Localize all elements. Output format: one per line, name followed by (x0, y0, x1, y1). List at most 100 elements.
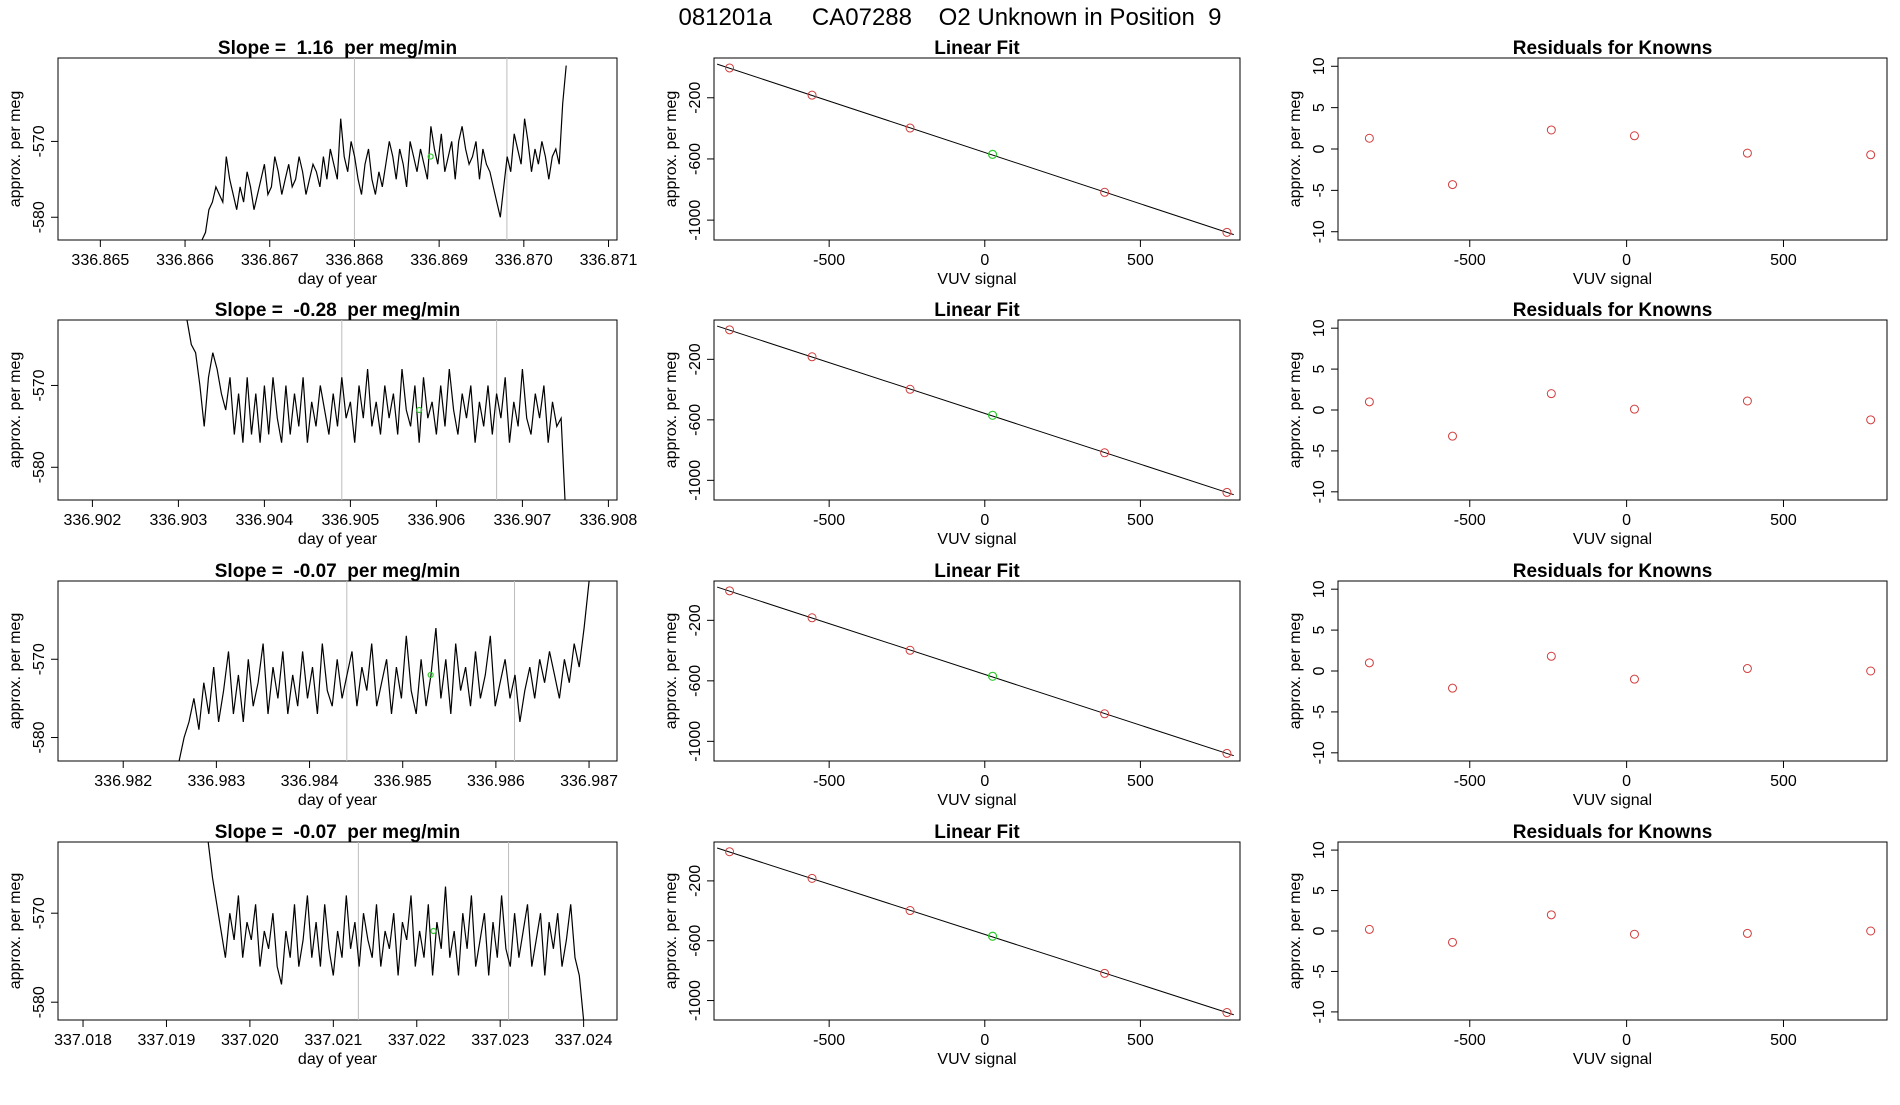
panel-timeseries-row-3: Slope = -0.07 per meg/min 336.982 336.983 3… (7, 561, 618, 809)
x-tick-label: 500 (1770, 773, 1797, 790)
x-tick-label: 336.870 (495, 252, 553, 269)
x-tick-label: 336.904 (235, 512, 293, 529)
known-point (725, 325, 735, 335)
y-tick-label: -200 (687, 343, 704, 375)
y-tick-label: 0 (1311, 666, 1328, 675)
plot-area (716, 63, 1234, 237)
plot-frame (57, 580, 618, 762)
x-axis-label: VUV signal (937, 531, 1016, 548)
y-tick-label: 10 (1311, 580, 1328, 598)
plot-area (1364, 389, 1876, 441)
fit-line (716, 847, 1234, 1016)
residual-point (1364, 133, 1374, 143)
x-tick-label: 336.867 (241, 252, 299, 269)
y-tick-label: -1000 (687, 980, 704, 1021)
y-tick-label: 0 (1311, 405, 1328, 414)
x-tick-label: -500 (1454, 252, 1486, 269)
y-tick-label: -580 (31, 451, 48, 483)
x-tick-label: 336.866 (156, 252, 214, 269)
y-tick-label: -5 (1311, 183, 1328, 197)
residual-point (1364, 658, 1374, 668)
x-axis-label: day of year (298, 531, 378, 548)
panel-timeseries-row-4: Slope = -0.07 per meg/min 337.018 337.019 3… (7, 822, 618, 1068)
x-tick-label: -500 (813, 1032, 845, 1049)
y-tick-label: -570 (31, 897, 48, 929)
y-tick-label: -10 (1311, 220, 1328, 243)
panel-linear_fit-row-3: Linear Fit -500 0 500 -200 -600 -1000 VUV signa… (663, 561, 1241, 809)
residual-point (1448, 180, 1458, 190)
known-point (905, 645, 915, 655)
plot-area (1364, 125, 1876, 190)
x-tick-label: 337.022 (388, 1032, 446, 1049)
y-axis-label: approx. per meg (7, 613, 24, 730)
x-tick-label: 337.019 (138, 1032, 196, 1049)
plot-frame (1337, 580, 1888, 762)
x-tick-label: 0 (980, 1032, 989, 1049)
y-tick-label: -10 (1311, 741, 1328, 764)
known-point (1100, 448, 1110, 458)
x-tick-label: 0 (1622, 512, 1631, 529)
known-point (725, 586, 735, 596)
residual-point (1629, 674, 1639, 684)
fit-line (716, 63, 1234, 236)
residual-point (1546, 125, 1556, 135)
residual-point (1546, 389, 1556, 399)
residual-point (1448, 431, 1458, 441)
x-axis-label: VUV signal (1573, 1051, 1652, 1068)
x-axis-label: VUV signal (937, 271, 1016, 288)
panel-linear_fit-row-4: Linear Fit -500 0 500 -200 -600 -1000 VUV signa… (663, 822, 1241, 1068)
residual-point (1364, 924, 1374, 934)
residual-point (1742, 148, 1752, 158)
known-point (905, 384, 915, 394)
known-point (1222, 748, 1232, 758)
panel-title: Residuals for Knowns (1513, 38, 1713, 59)
x-axis-label: VUV signal (937, 1051, 1016, 1068)
y-tick-label: -200 (687, 604, 704, 636)
y-tick-label: -1000 (687, 200, 704, 241)
x-tick-label: 337.021 (304, 1032, 362, 1049)
x-axis-label: VUV signal (1573, 531, 1652, 548)
plot-area (1364, 910, 1876, 947)
unknown-marker (430, 927, 437, 935)
plot-frame (1337, 841, 1888, 1021)
series-line (178, 581, 590, 761)
residual-point (1546, 651, 1556, 661)
panel-title: Slope = -0.28 per meg/min (215, 300, 461, 321)
residual-point (1866, 926, 1876, 936)
panel-title: Slope = -0.07 per meg/min (215, 822, 461, 843)
known-point (1222, 487, 1232, 497)
y-tick-label: 10 (1311, 319, 1328, 337)
x-axis-label: VUV signal (937, 792, 1016, 809)
y-tick-label: -10 (1311, 1000, 1328, 1023)
y-axis-label: approx. per meg (1287, 91, 1304, 208)
x-tick-label: 0 (980, 773, 989, 790)
plot-area (716, 847, 1234, 1018)
plot-frame (1337, 319, 1888, 501)
panel-timeseries-row-1: Slope = 1.16 per meg/min 336.865 336.866 33… (7, 38, 638, 288)
x-tick-label: -500 (813, 512, 845, 529)
x-tick-label: 336.984 (281, 773, 339, 790)
plot-area (178, 581, 590, 761)
x-axis-label: VUV signal (1573, 792, 1652, 809)
plot-area (186, 320, 566, 500)
x-tick-label: 500 (1127, 512, 1154, 529)
y-tick-label: 0 (1311, 926, 1328, 935)
y-axis-label: approx. per meg (1287, 613, 1304, 730)
residual-point (1364, 397, 1374, 407)
residual-point (1629, 929, 1639, 939)
plot-frame (713, 841, 1241, 1021)
unknown-marker (427, 671, 434, 679)
x-tick-label: 337.018 (54, 1032, 112, 1049)
unknown-point (987, 410, 998, 420)
y-tick-label: -580 (31, 721, 48, 753)
y-tick-label: 5 (1311, 886, 1328, 895)
known-point (1222, 227, 1232, 237)
y-axis-label: approx. per meg (1287, 352, 1304, 469)
panel-title: Residuals for Knowns (1513, 300, 1713, 321)
panel-title: Slope = -0.07 per meg/min (215, 561, 461, 582)
x-tick-label: 337.024 (555, 1032, 613, 1049)
y-tick-label: 10 (1311, 841, 1328, 859)
panel-title: Residuals for Knowns (1513, 561, 1713, 582)
y-tick-label: -10 (1311, 480, 1328, 503)
